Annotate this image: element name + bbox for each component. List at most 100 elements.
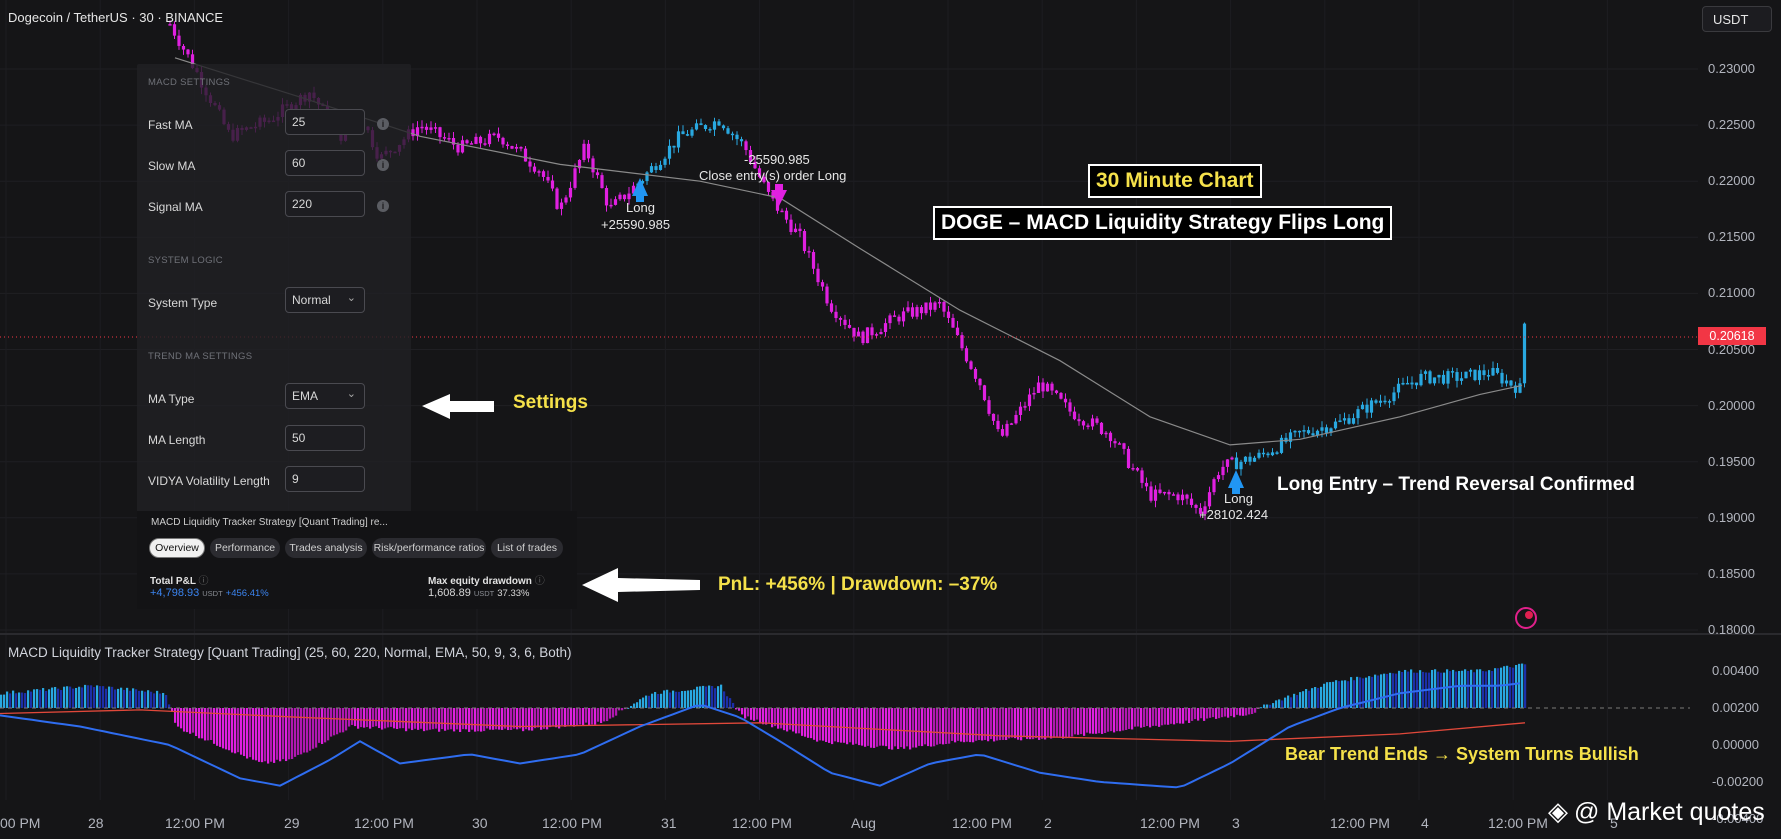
histogram-bar (306, 708, 309, 753)
info-icon[interactable]: ⓘ (198, 576, 209, 587)
histogram-bar (108, 686, 111, 708)
histogram-bar (1488, 670, 1491, 708)
histogram-bar (1443, 672, 1446, 708)
histogram-bar (105, 688, 108, 708)
info-icon[interactable]: i (377, 159, 389, 171)
indicator-title[interactable]: MACD Liquidity Tracker Strategy [Quant T… (8, 645, 572, 660)
histogram-bar (1380, 674, 1383, 708)
histogram-bar (363, 708, 366, 728)
histogram-bar (1074, 708, 1077, 735)
histogram-bar (870, 708, 873, 748)
candle-body (510, 145, 514, 149)
candle-body (433, 127, 438, 129)
long-entry-arrow-2 (1228, 470, 1244, 494)
histogram-bar (987, 708, 990, 742)
tab-performance[interactable]: Performance (210, 538, 280, 558)
candle-body (181, 45, 186, 50)
histogram-bar (198, 708, 201, 739)
histogram-bar (681, 691, 684, 708)
histogram-bar (1131, 708, 1134, 730)
info-icon[interactable]: i (377, 118, 389, 130)
histogram-bar (63, 686, 66, 708)
histogram-bar (42, 688, 45, 708)
candle-body (451, 137, 456, 145)
histogram-bar (600, 708, 603, 724)
histogram-bar (615, 708, 618, 716)
histogram-bar (459, 708, 462, 732)
tab-overview[interactable]: Overview (149, 538, 205, 558)
signal-ma-input[interactable]: 220 (285, 191, 365, 217)
symbol-title[interactable]: Dogecoin / TetherUS · 30 · BINANCE (8, 10, 224, 25)
time-tick-label: 12:00 PM (952, 815, 1012, 831)
histogram-bar (246, 708, 249, 759)
candle-body (1450, 371, 1455, 373)
candle-body (555, 188, 559, 209)
tab-risk-performance[interactable]: Risk/performance ratios (372, 538, 486, 558)
info-icon[interactable]: i (377, 200, 389, 212)
histogram-bar (405, 708, 408, 732)
vidya-input[interactable]: 9 (285, 466, 365, 492)
histogram-bar (693, 689, 696, 708)
histogram-bar (270, 708, 273, 762)
histogram-bar (1497, 668, 1500, 708)
candle-body (1360, 404, 1365, 410)
candle-body (1333, 421, 1338, 429)
histogram-bar (333, 708, 336, 736)
histogram-bar (1200, 708, 1203, 719)
histogram-bar (720, 684, 723, 708)
drawdown-label: Max equity drawdown ⓘ (428, 576, 545, 587)
candle-body (1261, 452, 1266, 455)
strategy-name: MACD Liquidity Tracker Strategy [Quant T… (151, 517, 388, 528)
candle-body (730, 133, 735, 136)
currency-button[interactable]: USDT (1702, 6, 1772, 32)
candle-body (910, 307, 915, 317)
histogram-bar (915, 708, 918, 748)
histogram-bar (1293, 693, 1296, 708)
histogram-bar (273, 708, 276, 763)
candle-body (1243, 456, 1248, 462)
histogram-bar (906, 708, 909, 747)
histogram-bar (1188, 708, 1191, 723)
histogram-bar (768, 708, 771, 723)
histogram-bar (1005, 708, 1008, 741)
tab-trades-analysis[interactable]: Trades analysis (285, 538, 367, 558)
candle-body (1149, 486, 1153, 501)
system-logic-header: SYSTEM LOGIC (148, 255, 223, 266)
histogram-bar (825, 708, 828, 742)
tab-list-of-trades[interactable]: List of trades (491, 538, 563, 558)
pnl-value: +4,798.93 USDT +456.41% (150, 587, 269, 599)
slow-ma-input[interactable]: 60 (285, 150, 365, 176)
histogram-bar (903, 708, 906, 749)
candle-body (1513, 385, 1518, 393)
indicator-tick-label: 0.00000 (1712, 737, 1759, 752)
histogram-bar (1350, 677, 1353, 708)
histogram-bar (648, 695, 651, 708)
info-icon[interactable]: ⓘ (534, 576, 545, 587)
candle-body (897, 316, 901, 322)
histogram-bar (597, 708, 600, 722)
histogram-bar (690, 690, 693, 708)
histogram-bar (537, 708, 540, 728)
candle-body (996, 420, 1000, 430)
fast-ma-input[interactable]: 25 (285, 109, 365, 135)
histogram-bar (120, 687, 123, 708)
time-tick-label: 3 (1232, 815, 1240, 831)
histogram-bar (714, 688, 717, 708)
candle-body (703, 125, 708, 130)
system-type-select[interactable]: Normal ⌄ (285, 287, 365, 313)
flash-icon[interactable] (1515, 607, 1537, 629)
histogram-bar (210, 708, 213, 740)
histogram-bar (1062, 708, 1065, 739)
histogram-bar (939, 708, 942, 744)
histogram-bar (78, 686, 81, 708)
ma-type-select[interactable]: EMA ⌄ (285, 383, 365, 409)
histogram-bar (1476, 669, 1479, 708)
histogram-bar (552, 708, 555, 726)
candle-body (847, 324, 852, 328)
candle-body (654, 166, 658, 170)
ma-length-input[interactable]: 50 (285, 425, 365, 451)
candle-body (631, 185, 636, 194)
candle-body (973, 368, 978, 379)
histogram-bar (243, 708, 246, 757)
histogram-bar (1494, 668, 1497, 708)
